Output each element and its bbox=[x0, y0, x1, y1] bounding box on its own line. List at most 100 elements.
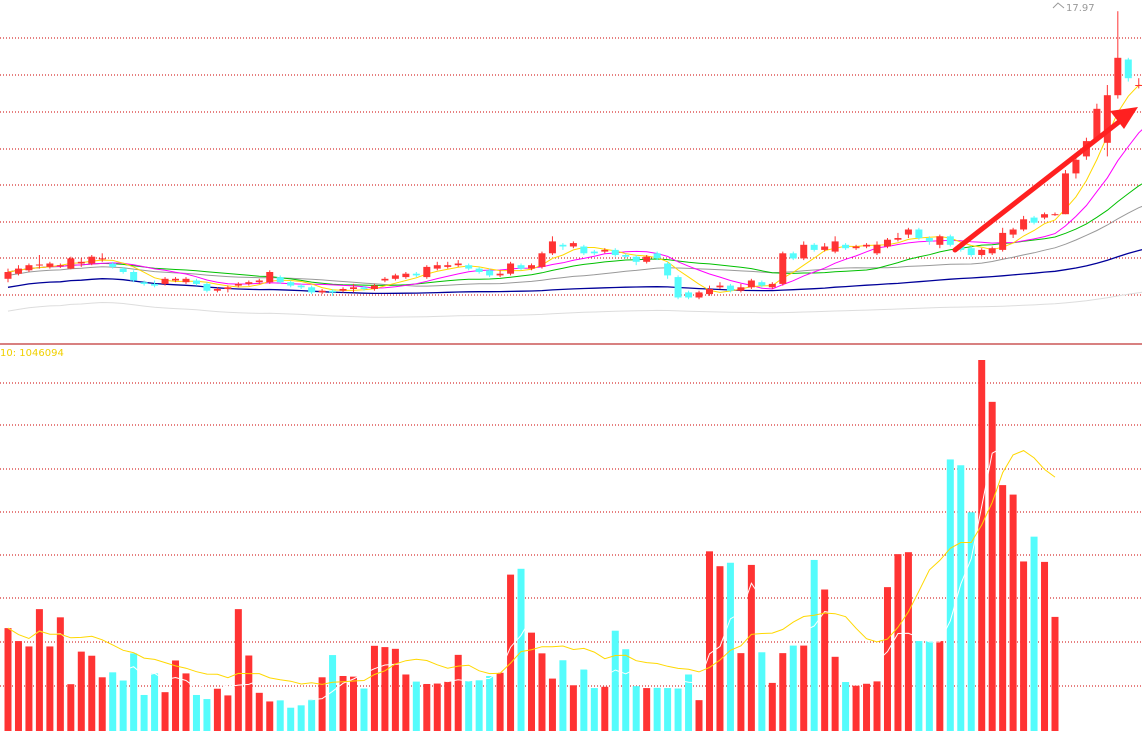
candle bbox=[297, 283, 305, 289]
candle-body bbox=[1103, 95, 1111, 143]
candle bbox=[967, 246, 975, 257]
candle-body bbox=[266, 272, 274, 283]
candle-body bbox=[779, 253, 787, 284]
candle-body bbox=[1030, 217, 1038, 223]
candle-body bbox=[98, 258, 106, 260]
candle bbox=[308, 285, 316, 295]
candle-body bbox=[978, 249, 986, 255]
candle-body bbox=[988, 248, 996, 254]
candle-body bbox=[465, 265, 473, 269]
volume-bar bbox=[402, 674, 410, 731]
candle bbox=[601, 248, 609, 254]
candle bbox=[936, 234, 944, 249]
candle bbox=[339, 287, 347, 293]
candle bbox=[580, 244, 588, 255]
candle bbox=[496, 270, 504, 278]
candle-body bbox=[716, 285, 724, 288]
volume-bar bbox=[643, 688, 651, 731]
candle-body bbox=[287, 282, 295, 286]
candle bbox=[172, 277, 180, 283]
candle bbox=[768, 282, 776, 289]
volume-bar bbox=[4, 628, 12, 731]
candle-body bbox=[758, 282, 766, 286]
candle-body bbox=[559, 244, 567, 247]
volume-bar bbox=[1009, 494, 1017, 731]
candle bbox=[611, 248, 619, 257]
volume-bar bbox=[831, 656, 839, 731]
candle bbox=[705, 285, 713, 296]
volume-bar bbox=[224, 695, 232, 731]
volume-bar bbox=[674, 688, 682, 731]
candle-body bbox=[842, 244, 850, 249]
candle bbox=[465, 263, 473, 271]
candle-body bbox=[14, 268, 22, 274]
candle-body bbox=[632, 256, 640, 262]
volume-bar bbox=[454, 654, 462, 731]
candle-body bbox=[967, 248, 975, 255]
candle-body bbox=[548, 241, 556, 254]
candle bbox=[538, 251, 546, 269]
volume-bar bbox=[203, 699, 211, 731]
volume-bar bbox=[695, 700, 703, 731]
candle-body bbox=[852, 246, 860, 249]
candle bbox=[350, 283, 358, 293]
volume-bar bbox=[172, 660, 180, 731]
candle bbox=[203, 282, 211, 293]
volume-bar bbox=[213, 688, 221, 731]
candle-body bbox=[664, 263, 672, 276]
candle bbox=[559, 243, 567, 250]
candle-body bbox=[182, 278, 190, 283]
volume-bar bbox=[486, 675, 494, 731]
volume-bar bbox=[883, 587, 891, 731]
ma20-line bbox=[7, 183, 1142, 286]
volume-bar bbox=[528, 632, 535, 731]
candle-body bbox=[56, 265, 64, 267]
volume-ma-lines bbox=[7, 446, 1056, 701]
candle-body bbox=[1020, 219, 1028, 230]
volume-bar bbox=[967, 512, 975, 731]
candlestick-series bbox=[4, 11, 1142, 300]
candle-body bbox=[863, 244, 871, 247]
candle-body bbox=[444, 265, 452, 267]
candle-body bbox=[528, 265, 535, 269]
volume-bar bbox=[266, 701, 274, 731]
candle bbox=[151, 280, 159, 288]
volume-bar bbox=[140, 694, 148, 731]
candle bbox=[779, 251, 787, 286]
volume-bar bbox=[705, 551, 713, 731]
candle-body bbox=[360, 287, 368, 289]
volume-bar bbox=[601, 686, 609, 731]
candle bbox=[894, 232, 902, 242]
volume-bar bbox=[999, 485, 1007, 731]
candle-body bbox=[1135, 85, 1142, 86]
candle-body bbox=[329, 290, 337, 293]
volume-bar bbox=[276, 700, 284, 731]
volume-bar bbox=[182, 673, 190, 731]
candle-body bbox=[46, 263, 54, 267]
volume-bar bbox=[56, 617, 64, 731]
trend-arrow bbox=[952, 107, 1138, 253]
candle bbox=[56, 263, 64, 268]
candle-body bbox=[4, 272, 12, 279]
candle bbox=[873, 241, 881, 255]
candle bbox=[622, 253, 630, 259]
price-grid bbox=[0, 37, 1142, 296]
candle-body bbox=[999, 232, 1007, 250]
volume-bar bbox=[496, 672, 504, 731]
volume-bar bbox=[548, 678, 556, 731]
candle bbox=[548, 236, 556, 255]
candle-body bbox=[1009, 229, 1017, 235]
volume-bar bbox=[758, 652, 766, 731]
volume-bar bbox=[915, 641, 923, 731]
candle-body bbox=[297, 285, 305, 288]
volume-label: 10: 1046094 bbox=[0, 348, 64, 359]
candle-body bbox=[203, 283, 211, 291]
candle-body bbox=[67, 258, 75, 269]
volume-bar bbox=[685, 674, 693, 731]
candle bbox=[726, 283, 734, 293]
volume-bar bbox=[444, 681, 452, 731]
candle-body bbox=[486, 270, 494, 276]
candle-body bbox=[88, 256, 96, 264]
candle-body bbox=[705, 289, 713, 295]
